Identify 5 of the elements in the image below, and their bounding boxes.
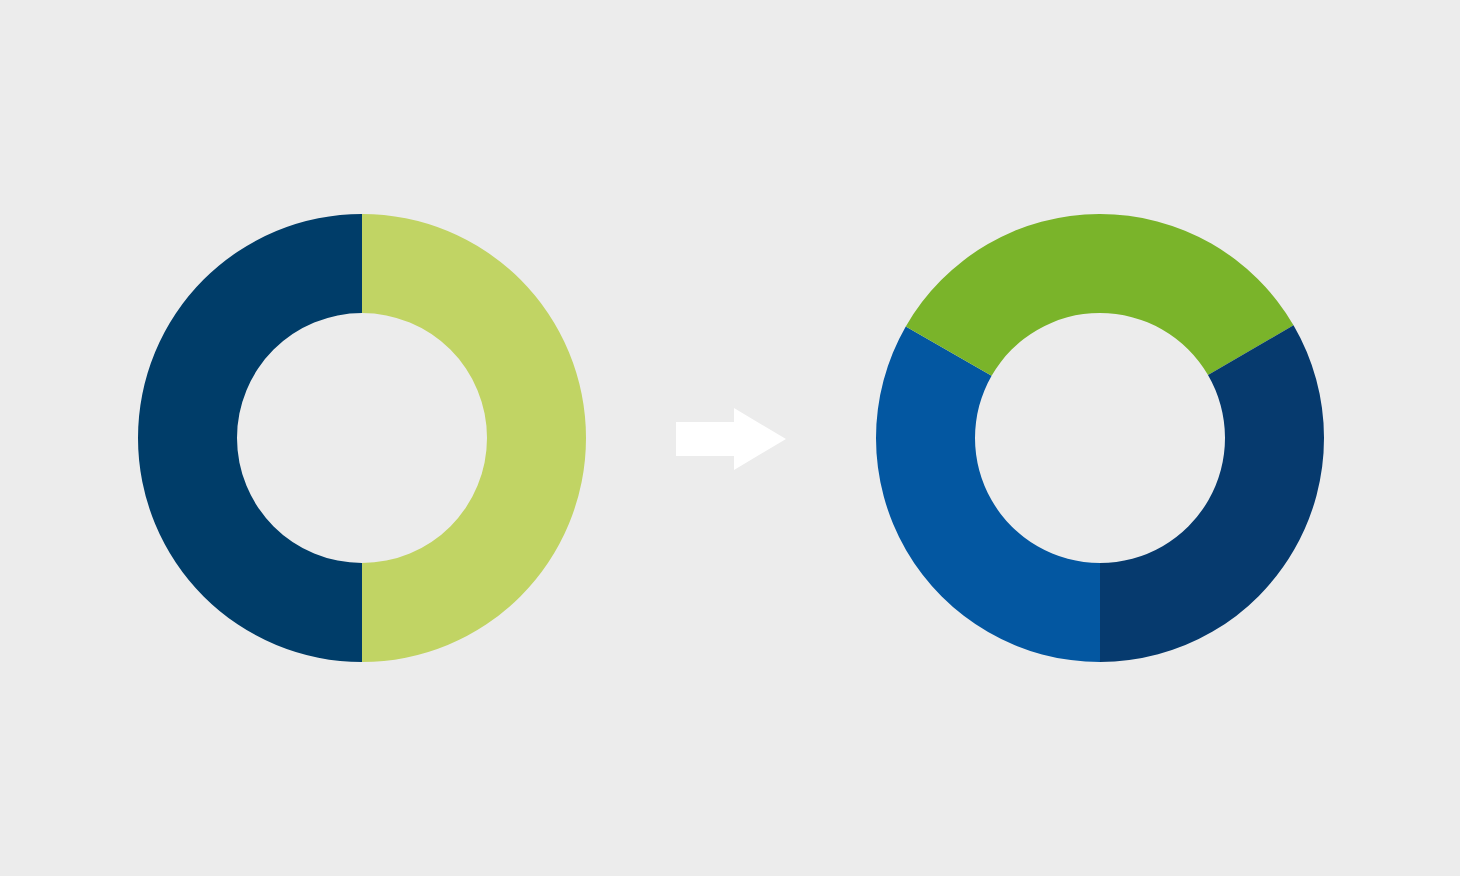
donut-slice bbox=[1099, 324, 1324, 662]
donut-slice bbox=[137, 213, 361, 662]
donut-slice bbox=[361, 213, 585, 662]
donut-slice bbox=[905, 213, 1293, 376]
donut-slice bbox=[875, 325, 1100, 662]
